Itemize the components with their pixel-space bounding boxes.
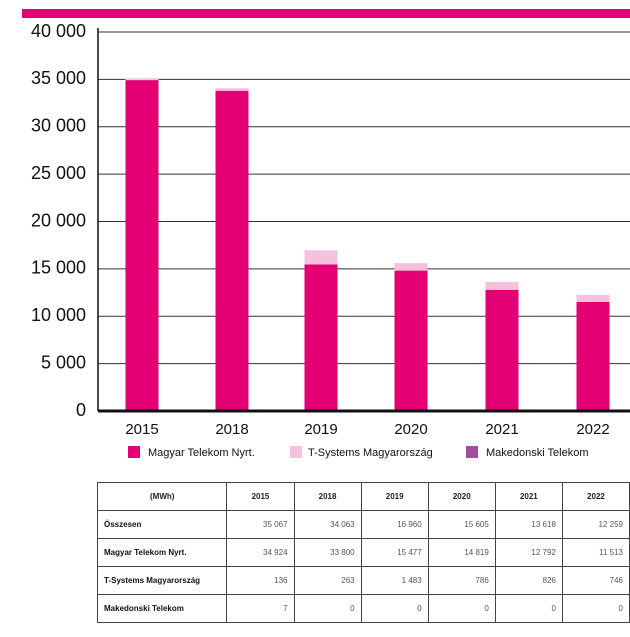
chart: 0 5 000 10 000 15 000 20 000 25 000 30 000 35 0… (22, 9, 630, 459)
x-tick-label: 2015 (125, 421, 158, 438)
table-cell: 33 800 (293, 538, 362, 567)
x-tick-label: 2018 (215, 421, 248, 438)
y-tick-label: 40 000 (31, 21, 86, 41)
row-label: Magyar Telekom Nyrt. (96, 538, 228, 567)
table-cell: 826 (494, 566, 563, 595)
legend-swatch (290, 446, 302, 458)
table-cell: 12 259 (561, 510, 630, 539)
x-tick-label: 2019 (304, 421, 337, 438)
header-cell: 2018 (293, 482, 362, 511)
table-cell: 786 (427, 566, 496, 595)
bar-segment (215, 88, 249, 91)
bar-segment (485, 289, 519, 411)
legend-label: Magyar Telekom Nyrt. (148, 447, 255, 459)
row-label: Összesen (96, 510, 228, 539)
legend-label: Makedonski Telekom (486, 447, 589, 459)
y-tick-label: 5 000 (41, 352, 86, 372)
bar-segment (125, 78, 159, 81)
bar-segment (125, 80, 159, 412)
y-tick-label: 35 000 (31, 68, 86, 88)
x-tick-label: 2022 (576, 421, 609, 438)
header-bar (22, 9, 630, 18)
table-cell: 7 (226, 594, 295, 623)
table-cell: 0 (494, 594, 563, 623)
y-tick-label: 25 000 (31, 163, 86, 183)
bar-segment (485, 281, 519, 290)
table-cell: 14 819 (427, 538, 496, 567)
y-tick-label: 0 (76, 400, 86, 420)
legend-swatch (466, 446, 478, 458)
data-table: (MWh) 2015 2018 2019 2020 2021 2022 Összesen 35 … (96, 482, 630, 623)
y-tick-label: 10 000 (31, 305, 86, 325)
y-tick-label: 30 000 (31, 116, 86, 136)
table-cell: 16 960 (360, 510, 429, 539)
header-cell: 2021 (494, 482, 563, 511)
bar-segment (576, 294, 610, 302)
table-cell: 13 618 (494, 510, 563, 539)
table-cell: 12 792 (494, 538, 563, 567)
bar-segment (576, 301, 610, 411)
table-cell: 15 605 (427, 510, 496, 539)
bar-segment (304, 264, 338, 411)
table-cell: 0 (427, 594, 496, 623)
bar-segment (215, 90, 249, 412)
header-cell: (MWh) (96, 482, 228, 511)
legend-label: T-Systems Magyarország (308, 447, 433, 459)
header-cell: 2020 (427, 482, 496, 511)
y-tick-label: 15 000 (31, 258, 86, 278)
table-cell: 136 (226, 566, 295, 595)
legend-swatch (128, 446, 140, 458)
table-cell: 11 513 (561, 538, 630, 567)
table-row: T-Systems Magyarország 136 263 1 483 786 826 7… (96, 566, 630, 595)
table-row: Magyar Telekom Nyrt. 34 924 33 800 15 477 14… (96, 538, 630, 567)
table-row: Összesen 35 067 34 063 16 960 15 605 13 618 12… (96, 510, 630, 539)
bar-segment (394, 263, 428, 271)
table-cell: 34 924 (226, 538, 295, 567)
table-cell: 35 067 (226, 510, 295, 539)
table-cell: 0 (360, 594, 429, 623)
header-cell: 2019 (360, 482, 429, 511)
bar-segment (394, 270, 428, 411)
row-label: T-Systems Magyarország (96, 566, 228, 595)
row-label: Makedonski Telekom (96, 594, 228, 623)
header-row: (MWh) 2015 2018 2019 2020 2021 2022 (96, 482, 630, 511)
table-cell: 746 (561, 566, 630, 595)
table-cell: 0 (561, 594, 630, 623)
table-row: Makedonski Telekom 7 0 0 0 0 0 (96, 594, 630, 623)
x-tick-label: 2021 (485, 421, 518, 438)
bar-segment (304, 250, 338, 265)
table-cell: 0 (293, 594, 362, 623)
table-cell: 1 483 (360, 566, 429, 595)
table-cell: 263 (293, 566, 362, 595)
header-cell: 2022 (561, 482, 630, 511)
table-cell: 15 477 (360, 538, 429, 567)
y-tick-label: 20 000 (31, 210, 86, 230)
table-cell: 34 063 (293, 510, 362, 539)
header-cell: 2015 (226, 482, 295, 511)
x-tick-label: 2020 (394, 421, 427, 438)
